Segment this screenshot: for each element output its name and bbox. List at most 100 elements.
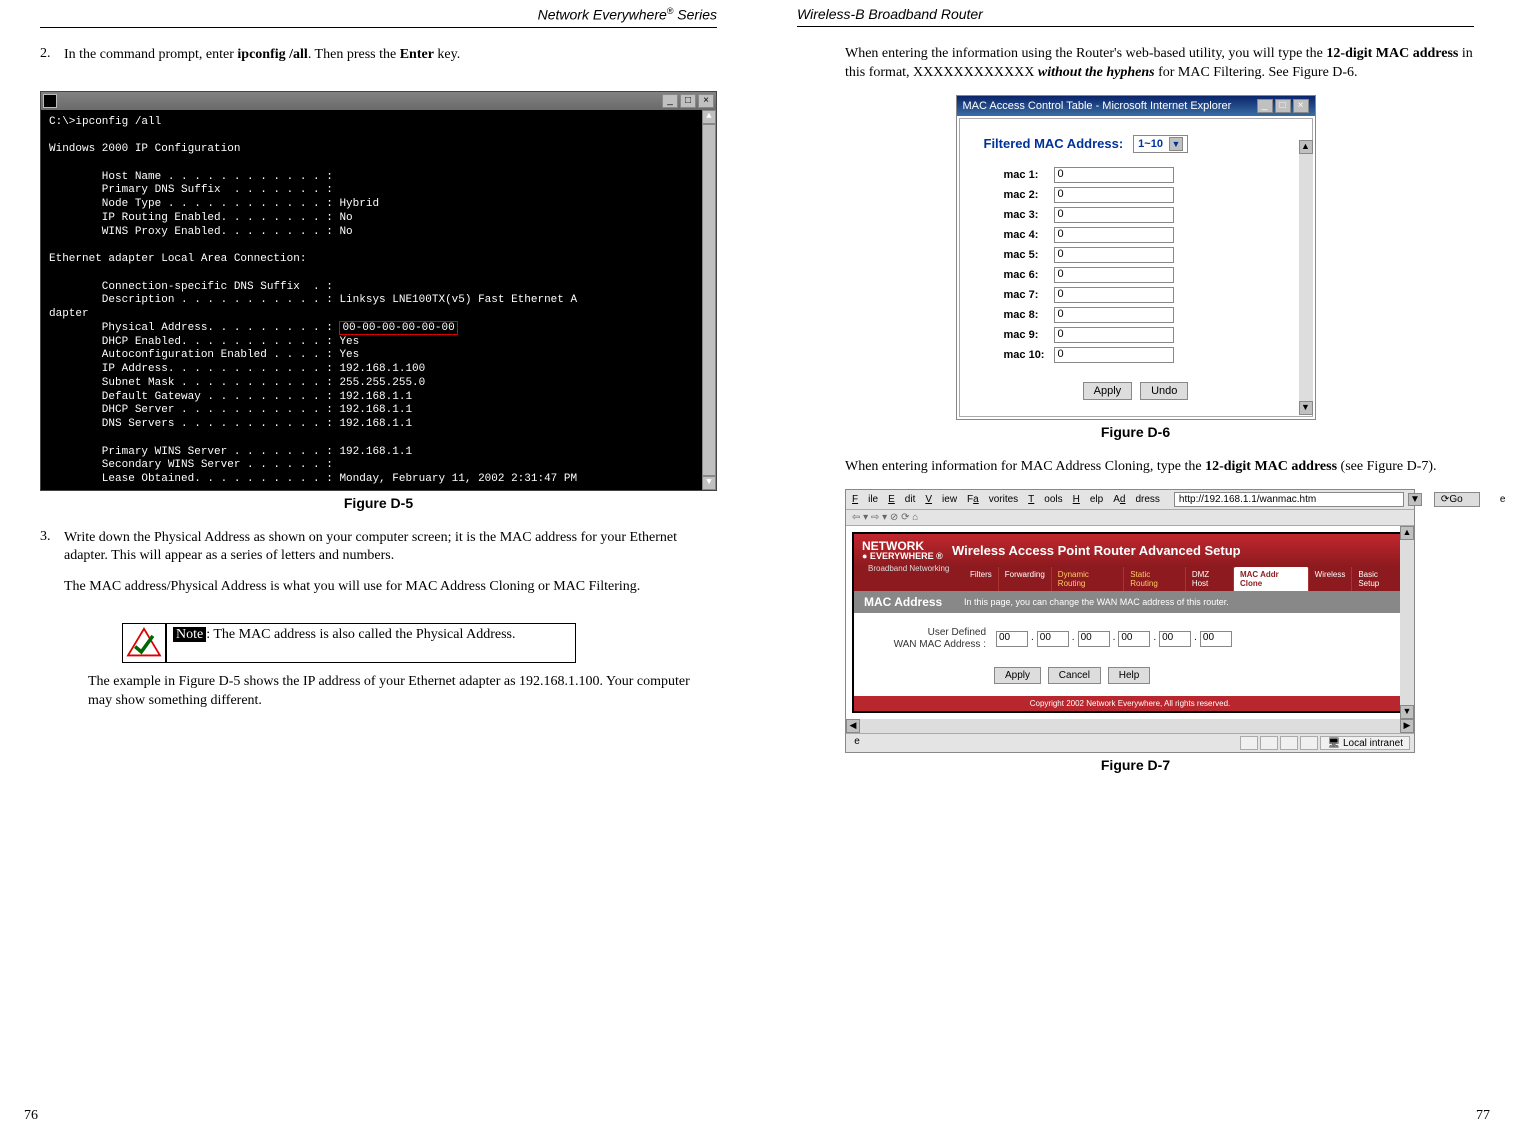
scroll-down-icon[interactable]: ▼ xyxy=(1299,401,1313,415)
band-title: Wireless Access Point Router Advanced Se… xyxy=(952,543,1398,558)
step3-p2: The MAC address/Physical Address is what… xyxy=(64,578,717,597)
zone-label: 🖥 Local intranet xyxy=(1320,736,1410,750)
scroll-up-icon[interactable]: ▲ xyxy=(1299,140,1313,154)
page-number: 76 xyxy=(24,1108,38,1124)
mac-octet[interactable]: 00 xyxy=(1118,631,1150,647)
mac-row: mac 2:0 xyxy=(984,187,1288,203)
terminal-scrollbar[interactable]: ▲▼ xyxy=(702,110,716,490)
tab-basic-setup[interactable]: Basic Setup xyxy=(1352,567,1406,591)
d7-content: NETWORK ● EVERYWHERE ® Wireless Access P… xyxy=(846,526,1414,719)
mac-input[interactable]: 0 xyxy=(1054,187,1174,203)
window-buttons: _ □ × xyxy=(660,94,714,108)
mac-row: mac 8:0 xyxy=(984,307,1288,323)
scroll-down-icon[interactable]: ▼ xyxy=(702,476,716,490)
menu-file[interactable]: File xyxy=(852,494,878,505)
right-p1: When entering the information using the … xyxy=(797,45,1474,83)
mac-input[interactable]: 0 xyxy=(1054,307,1174,323)
undo-button[interactable]: Undo xyxy=(1140,382,1188,400)
mac-input[interactable]: 0 xyxy=(1054,167,1174,183)
note-text: Note: The MAC address is also called the… xyxy=(166,623,576,663)
tab-dynamic-routing[interactable]: Dynamic Routing xyxy=(1052,567,1124,591)
d7-vscroll[interactable]: ▲▼ xyxy=(1400,526,1414,719)
d6-scrollbar[interactable]: ▲▼ xyxy=(1299,140,1313,415)
scroll-up-icon[interactable]: ▲ xyxy=(1400,526,1414,540)
tab-filters[interactable]: Filters xyxy=(964,567,999,591)
mac-octet[interactable]: 00 xyxy=(1200,631,1232,647)
section-desc: In this page, you can change the WAN MAC… xyxy=(964,597,1229,607)
d7-card: NETWORK ● EVERYWHERE ® Wireless Access P… xyxy=(852,532,1408,713)
header-text: Network Everywhere xyxy=(538,7,667,23)
d7-form: User DefinedWAN MAC Address : 00.00.00.0… xyxy=(854,613,1406,661)
scroll-down-icon[interactable]: ▼ xyxy=(1400,705,1414,719)
mac-input[interactable]: 0 xyxy=(1054,287,1174,303)
mac-row: mac 3:0 xyxy=(984,207,1288,223)
tab-static-routing[interactable]: Static Routing xyxy=(1124,567,1186,591)
step-body: Write down the Physical Address as shown… xyxy=(64,529,717,610)
maximize-icon[interactable]: □ xyxy=(680,94,696,108)
d6-titlebar: MAC Access Control Table - Microsoft Int… xyxy=(957,96,1315,116)
note-check-icon xyxy=(122,623,166,663)
mac-octet[interactable]: 00 xyxy=(1037,631,1069,647)
section-title: MAC Address xyxy=(864,595,964,609)
step-3: 3. Write down the Physical Address as sh… xyxy=(40,529,717,610)
mac-octet[interactable]: 00 xyxy=(1078,631,1110,647)
step-num: 2. xyxy=(40,46,64,77)
step-num: 3. xyxy=(40,529,64,610)
menu-favorites[interactable]: Favorites xyxy=(967,494,1018,505)
mac-row: mac 9:0 xyxy=(984,327,1288,343)
mac-input[interactable]: 0 xyxy=(1054,347,1174,363)
mac-input[interactable]: 0 xyxy=(1054,327,1174,343)
tab-forwarding[interactable]: Forwarding xyxy=(999,567,1052,591)
terminal-titlebar: _ □ × xyxy=(41,92,716,110)
address-field[interactable]: http://192.168.1.1/wanmac.htm xyxy=(1174,492,1404,507)
d6-range-select[interactable]: 1~10▼ xyxy=(1133,135,1188,153)
mac-row: mac 5:0 xyxy=(984,247,1288,263)
d7-statusbar: e 🖥 Local intranet xyxy=(846,733,1414,752)
cancel-button[interactable]: Cancel xyxy=(1048,667,1101,684)
minimize-icon[interactable]: _ xyxy=(1257,99,1273,113)
mac-input[interactable]: 0 xyxy=(1054,267,1174,283)
close-icon[interactable]: × xyxy=(698,94,714,108)
d7-hscroll[interactable]: ◀ ▶ xyxy=(846,719,1414,733)
mac-input[interactable]: 0 xyxy=(1054,227,1174,243)
step-2: 2. In the command prompt, enter ipconfig… xyxy=(40,46,717,77)
minimize-icon[interactable]: _ xyxy=(662,94,678,108)
scroll-left-icon[interactable]: ◀ xyxy=(846,719,860,733)
d6-body: Filtered MAC Address: 1~10▼ mac 1:0 mac … xyxy=(959,118,1313,417)
apply-button[interactable]: Apply xyxy=(1083,382,1133,400)
copyright: Copyright 2002 Network Everywhere, All r… xyxy=(854,696,1406,711)
broadband-label: Broadband Networking xyxy=(868,564,949,573)
terminal-icon xyxy=(43,94,57,108)
right-header: Wireless-B Broadband Router xyxy=(797,0,1474,27)
form-label: User DefinedWAN MAC Address : xyxy=(864,627,994,651)
d7-toolbar[interactable]: ⇦ ▾ ⇨ ▾ ⊘ ⟳ ⌂ xyxy=(846,510,1414,526)
d7-form-buttons: Apply Cancel Help xyxy=(854,661,1406,696)
scroll-up-icon[interactable]: ▲ xyxy=(702,110,716,124)
scroll-right-icon[interactable]: ▶ xyxy=(1400,719,1414,733)
mac-highlight: 00-00-00-00-00-00 xyxy=(339,321,457,335)
mac-input[interactable]: 0 xyxy=(1054,207,1174,223)
maximize-icon[interactable]: □ xyxy=(1275,99,1291,113)
help-button[interactable]: Help xyxy=(1108,667,1151,684)
figure-d6-window: MAC Access Control Table - Microsoft Int… xyxy=(956,95,1316,420)
address-label: Address xyxy=(1113,494,1160,505)
mac-octet[interactable]: 00 xyxy=(1159,631,1191,647)
tab-dmz[interactable]: DMZ Host xyxy=(1186,567,1234,591)
mac-input[interactable]: 0 xyxy=(1054,247,1174,263)
go-button[interactable]: ⟳Go xyxy=(1434,492,1480,507)
tab-mac-clone[interactable]: MAC Addr Clone xyxy=(1234,567,1309,591)
d6-heading: Filtered MAC Address: 1~10▼ xyxy=(984,135,1288,153)
ie-status-icon: e xyxy=(850,736,864,750)
close-icon[interactable]: × xyxy=(1293,99,1309,113)
mac-octet[interactable]: 00 xyxy=(996,631,1028,647)
left-header: Network Everywhere® Series xyxy=(40,0,717,28)
tab-wireless[interactable]: Wireless xyxy=(1309,567,1353,591)
menu-tools[interactable]: Tools xyxy=(1028,494,1062,505)
chevron-down-icon[interactable]: ▼ xyxy=(1169,137,1183,151)
menu-help[interactable]: Help xyxy=(1073,494,1104,505)
chevron-down-icon[interactable]: ▼ xyxy=(1408,493,1422,506)
figure-d6-caption: Figure D-6 xyxy=(797,424,1474,440)
menu-view[interactable]: View xyxy=(925,494,957,505)
menu-edit[interactable]: Edit xyxy=(888,494,915,505)
apply-button[interactable]: Apply xyxy=(994,667,1041,684)
